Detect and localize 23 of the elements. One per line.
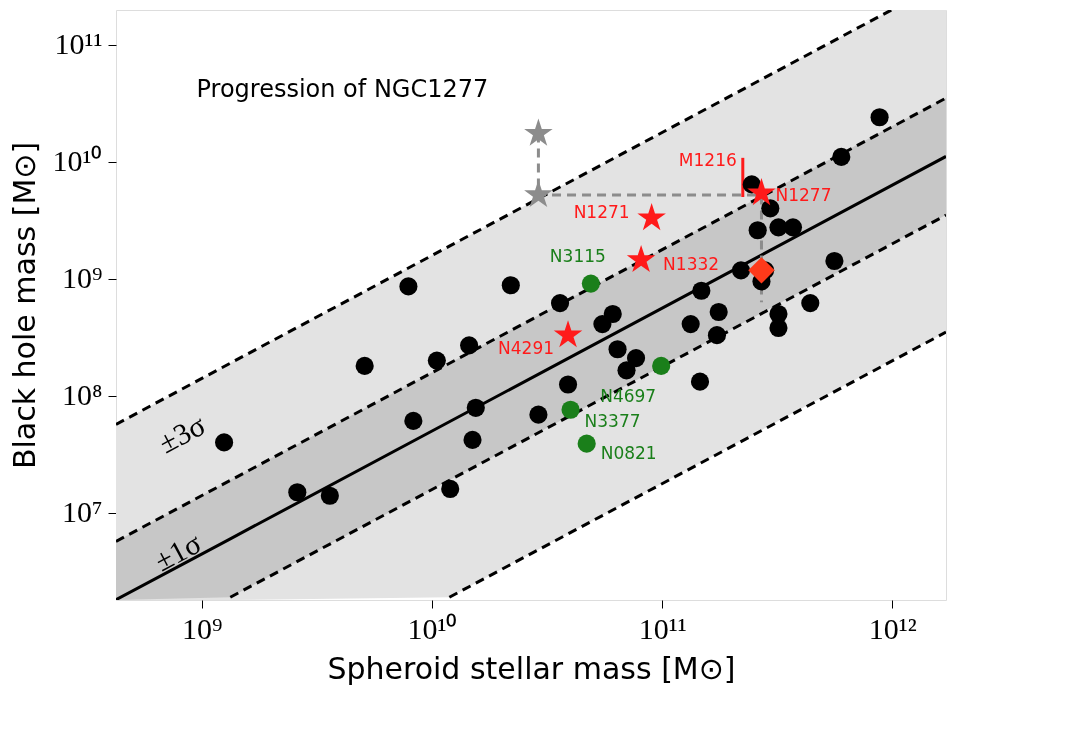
- x-tick-label: 10¹¹: [638, 611, 687, 645]
- y-tick-label: 10⁹: [62, 261, 103, 295]
- series-label: N1271: [573, 202, 630, 223]
- series-label: N3377: [584, 410, 641, 431]
- y-tick-label: 10⁸: [62, 378, 103, 412]
- y-tick-label: 10¹⁰: [52, 144, 103, 178]
- series-label: N4697: [600, 385, 657, 406]
- series-label: N1277: [775, 185, 832, 206]
- annotation: Progression of NGC1277: [196, 74, 489, 103]
- y-tick-label: 10¹¹: [54, 27, 103, 61]
- series-label: N3115: [549, 245, 606, 266]
- x-tick-label: 10¹⁰: [407, 611, 458, 645]
- series-label: M1216: [678, 149, 737, 170]
- annotation: ±1σ: [148, 525, 207, 578]
- series-label: N0821: [600, 442, 657, 463]
- annotation: ±3σ: [152, 407, 211, 460]
- series-label: N1332: [663, 253, 720, 274]
- x-axis-title: Spheroid stellar mass [M⊙]: [327, 650, 736, 686]
- x-tick-label: 10⁹: [182, 611, 223, 645]
- y-tick-label: 10⁷: [62, 495, 103, 529]
- x-tick-label: 10¹²: [868, 611, 917, 645]
- series-label: N4291: [498, 338, 555, 359]
- y-axis-title: Black hole mass [M⊙]: [6, 141, 42, 470]
